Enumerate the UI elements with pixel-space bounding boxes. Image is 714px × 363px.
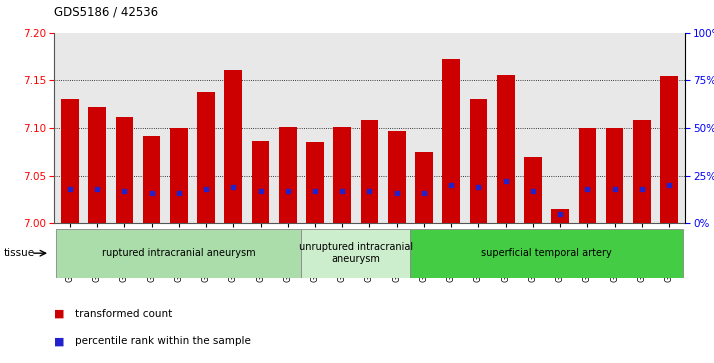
Bar [61,99,79,223]
Bar [252,141,269,223]
Bar [443,60,460,223]
Bar [306,142,324,223]
Bar [333,127,351,223]
Text: ruptured intracranial aneurysm: ruptured intracranial aneurysm [102,248,256,258]
Bar [301,229,411,278]
Bar [578,128,596,223]
Bar [116,117,134,223]
Bar [605,128,623,223]
Bar [56,229,301,278]
Bar [279,127,296,223]
Bar [143,136,161,223]
Text: ■: ■ [54,309,64,319]
Text: ■: ■ [54,336,64,346]
Bar [197,92,215,223]
Bar [415,152,433,223]
Text: transformed count: transformed count [75,309,172,319]
Bar [388,131,406,223]
Bar [633,121,650,223]
Text: GDS5186 / 42536: GDS5186 / 42536 [54,5,158,19]
Bar [224,70,242,223]
Bar [660,76,678,223]
Bar [411,229,683,278]
Text: superficial temporal artery: superficial temporal artery [481,248,612,258]
Bar [551,209,569,223]
Bar [497,75,515,223]
Bar [361,121,378,223]
Bar [524,156,542,223]
Bar [170,128,188,223]
Bar [89,107,106,223]
Text: unruptured intracranial
aneurysm: unruptured intracranial aneurysm [299,242,413,264]
Text: tissue: tissue [4,248,35,258]
Text: percentile rank within the sample: percentile rank within the sample [75,336,251,346]
Bar [470,99,487,223]
